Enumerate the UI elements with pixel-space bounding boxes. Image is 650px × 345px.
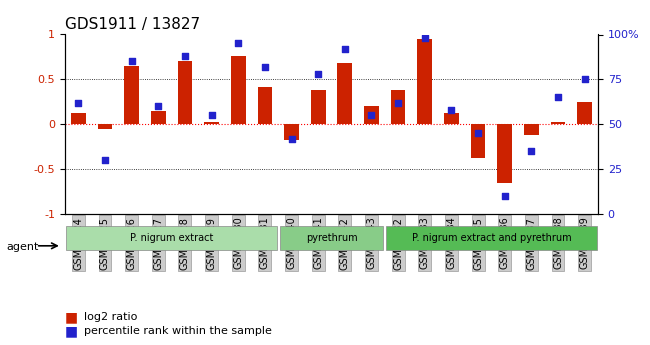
Text: ■: ■ — [65, 310, 78, 324]
Bar — [337, 63, 352, 124]
Bar — [71, 114, 86, 124]
Bar — [231, 56, 246, 124]
Point — [526, 148, 537, 154]
Bar — [551, 122, 566, 124]
Bar — [417, 39, 432, 124]
Bar — [524, 124, 539, 135]
Bar — [124, 66, 139, 124]
Text: agent: agent — [6, 242, 39, 252]
Text: log2 ratio: log2 ratio — [84, 313, 138, 322]
Text: P. nigrum extract: P. nigrum extract — [130, 233, 213, 243]
Bar — [471, 124, 486, 158]
Bar — [204, 122, 219, 124]
FancyBboxPatch shape — [66, 226, 277, 250]
FancyBboxPatch shape — [386, 226, 597, 250]
Point — [179, 53, 190, 59]
Bar — [151, 111, 166, 124]
Point — [500, 193, 510, 199]
Point — [393, 100, 403, 106]
Text: GDS1911 / 13827: GDS1911 / 13827 — [65, 17, 200, 32]
Point — [420, 35, 430, 41]
Bar — [284, 124, 299, 140]
Point — [153, 104, 164, 109]
Point — [259, 64, 270, 70]
Text: ■: ■ — [65, 324, 78, 338]
Bar — [497, 124, 512, 183]
Point — [473, 130, 484, 136]
Point — [367, 112, 377, 118]
Point — [233, 41, 244, 46]
Point — [580, 77, 590, 82]
Bar — [257, 87, 272, 124]
Point — [287, 136, 297, 141]
Point — [126, 59, 137, 64]
Point — [339, 46, 350, 52]
Bar — [391, 90, 406, 124]
Point — [553, 95, 564, 100]
Point — [206, 112, 216, 118]
Bar — [364, 106, 379, 124]
Text: P. nigrum extract and pyrethrum: P. nigrum extract and pyrethrum — [411, 233, 571, 243]
Bar — [98, 124, 112, 129]
Bar — [577, 102, 592, 124]
Bar — [444, 114, 459, 124]
FancyBboxPatch shape — [280, 226, 384, 250]
Bar — [311, 90, 326, 124]
Bar — [177, 61, 192, 124]
Text: pyrethrum: pyrethrum — [306, 233, 358, 243]
Text: percentile rank within the sample: percentile rank within the sample — [84, 326, 272, 336]
Point — [73, 100, 83, 106]
Point — [313, 71, 324, 77]
Point — [100, 157, 110, 163]
Point — [446, 107, 456, 112]
